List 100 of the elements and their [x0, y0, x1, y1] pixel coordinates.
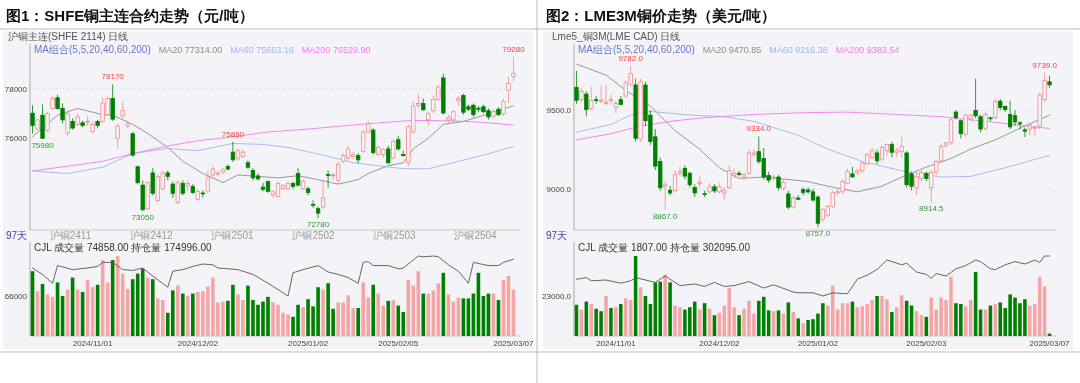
text: CJL 成交量 74858.00 持仓量 174996.00 [34, 242, 212, 253]
bar [321, 289, 325, 336]
annotation: 8757.0 [805, 229, 831, 239]
candlestick [589, 86, 594, 111]
y-tick-label: 76000 [4, 134, 28, 144]
text: MA60 9216.38 [769, 45, 828, 55]
x-tick-label: 2024/11/01 [72, 339, 113, 348]
bar [737, 315, 741, 336]
text: CJL 成交量 1807.00 持仓量 302095.00 [578, 242, 751, 253]
candlestick [884, 142, 890, 157]
candlestick [608, 94, 614, 105]
annotation: MA组合(5,5,20,40,60,200) [578, 44, 695, 55]
candlestick [371, 127, 376, 155]
bar [692, 301, 697, 336]
bar [623, 298, 628, 336]
annotation: 72780 [306, 220, 330, 230]
x-tick-label: 2024/11/01 [596, 339, 637, 348]
x-tick-label: 2025/03/07 [1029, 339, 1071, 348]
candlestick [386, 145, 391, 165]
text: 66000 [4, 292, 28, 301]
bar [406, 280, 411, 336]
candlestick [677, 166, 683, 177]
candlestick [325, 170, 331, 189]
candlestick [874, 149, 880, 165]
candlestick [993, 98, 998, 121]
annotation: 沪铜2502 [292, 230, 336, 241]
annotation: 75860 [221, 129, 245, 139]
candlestick [584, 90, 589, 117]
y-tick-label: 9500.0 [546, 106, 572, 116]
bar [160, 300, 165, 336]
line-series [576, 111, 1050, 141]
candlestick [1007, 100, 1013, 130]
bar [998, 302, 1003, 336]
text: Lme5_铜3M(LME CAD) 日线 [552, 31, 681, 42]
bar [619, 304, 623, 336]
bar [170, 290, 175, 336]
candlestick [175, 180, 180, 205]
annotation: 8914.5 [919, 204, 945, 214]
candlestick [594, 95, 599, 105]
bar [376, 293, 381, 336]
candlestick [736, 170, 742, 177]
line-series [32, 143, 514, 174]
candlestick [295, 167, 301, 187]
bar [658, 281, 663, 336]
text: MA20 77314.00 [158, 45, 223, 55]
bar [663, 274, 667, 336]
candlestick [746, 149, 752, 176]
bar [301, 307, 305, 336]
text: 97天 [6, 230, 28, 241]
bar [801, 323, 805, 336]
x-tick-label: 2025/01/02 [797, 339, 839, 348]
candlestick [110, 84, 115, 122]
bar [176, 285, 180, 336]
candlestick [65, 110, 70, 137]
bar [396, 305, 401, 336]
bar [609, 308, 613, 336]
text: 23000.0 [542, 292, 572, 301]
x-tick-label: 2025/01/02 [288, 339, 329, 348]
candlestick [335, 161, 341, 185]
candlestick [613, 100, 619, 114]
candlestick [40, 104, 45, 140]
bar [140, 268, 145, 336]
candlestick [801, 187, 806, 196]
candlestick [310, 199, 316, 209]
candlestick [230, 141, 236, 163]
candlestick [506, 75, 511, 104]
bar [614, 307, 618, 336]
annotation: 沪铜2503 [373, 230, 417, 241]
candlestick [741, 172, 747, 180]
x-tick-label: 2025/03/07 [493, 339, 535, 348]
bar [150, 279, 155, 336]
text: 沪铜主连(SHFE 2114) 日线 [8, 31, 129, 42]
annotation: 79280 [502, 44, 526, 54]
bar [757, 300, 761, 336]
bar [145, 277, 150, 336]
annotation: 沪铜2504 [454, 230, 498, 241]
annotation: 沪铜2501 [211, 230, 255, 241]
annotation: MA组合(5,5,20,40,60,200) [34, 44, 151, 55]
chart-title: 图2：LME3M铜价走势（美元/吨） [546, 7, 777, 24]
chart-title: 图1：SHFE铜主连合约走势（元/吨） [6, 7, 254, 24]
x-tick-label: 2025/02/03 [906, 339, 947, 348]
candlestick [786, 190, 791, 210]
candlestick [1012, 109, 1018, 127]
bar [929, 297, 934, 336]
candlestick [315, 206, 321, 219]
candlestick [200, 189, 206, 199]
bar [668, 282, 672, 336]
text: MA60 75663.16 [230, 45, 294, 55]
candlestick [511, 56, 516, 82]
bar [875, 296, 879, 336]
line-series [32, 119, 514, 172]
bar [589, 304, 594, 336]
bar [125, 288, 130, 336]
annotation: 8867.0 [652, 211, 678, 221]
candlestick [697, 176, 702, 188]
bar [181, 293, 185, 336]
annotation: 沪铜2411 [49, 230, 92, 241]
candlestick [1022, 127, 1028, 138]
bar [386, 300, 391, 336]
candlestick [45, 111, 50, 133]
